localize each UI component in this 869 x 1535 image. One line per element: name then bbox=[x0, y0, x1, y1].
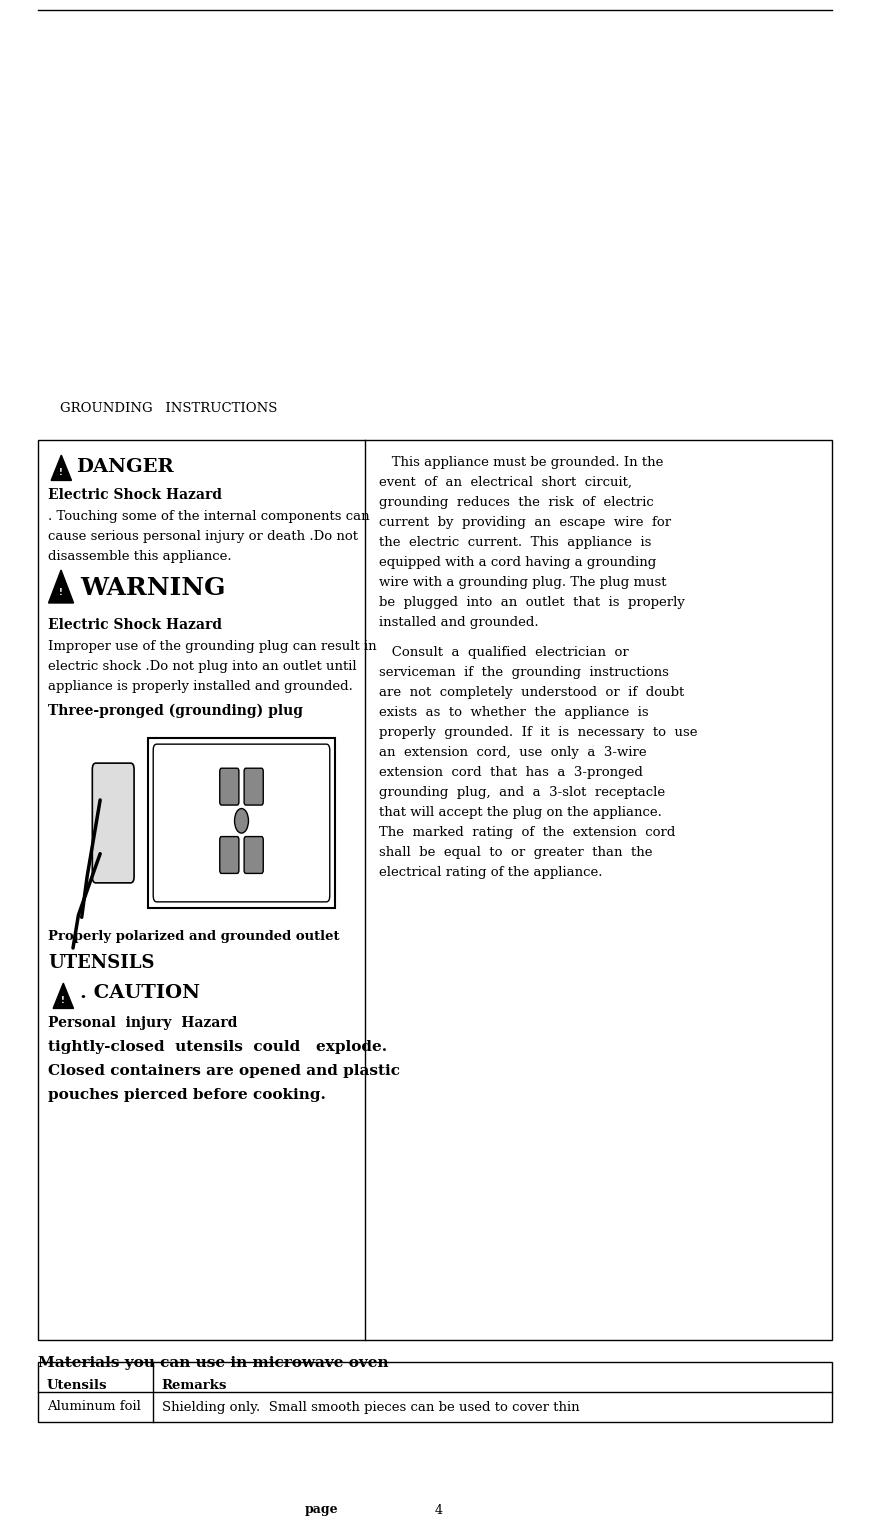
Text: installed and grounded.: installed and grounded. bbox=[379, 616, 538, 629]
FancyBboxPatch shape bbox=[153, 744, 329, 903]
Text: that will accept the plug on the appliance.: that will accept the plug on the applian… bbox=[379, 806, 661, 820]
Text: . Touching some of the internal components can: . Touching some of the internal componen… bbox=[48, 510, 369, 523]
FancyBboxPatch shape bbox=[220, 768, 239, 804]
FancyBboxPatch shape bbox=[92, 763, 134, 883]
Text: !: ! bbox=[59, 468, 63, 477]
Text: Improper use of the grounding plug can result in: Improper use of the grounding plug can r… bbox=[48, 640, 376, 652]
Text: equipped with a cord having a grounding: equipped with a cord having a grounding bbox=[379, 556, 655, 569]
FancyBboxPatch shape bbox=[244, 768, 263, 804]
Text: Electric Shock Hazard: Electric Shock Hazard bbox=[48, 488, 222, 502]
Text: Utensils: Utensils bbox=[47, 1380, 107, 1392]
Text: Personal  injury  Hazard: Personal injury Hazard bbox=[48, 1016, 237, 1030]
Text: event  of  an  electrical  short  circuit,: event of an electrical short circuit, bbox=[379, 476, 631, 490]
Text: WARNING: WARNING bbox=[80, 576, 225, 600]
Text: Remarks: Remarks bbox=[162, 1380, 227, 1392]
Text: appliance is properly installed and grounded.: appliance is properly installed and grou… bbox=[48, 680, 353, 692]
Text: Properly polarized and grounded outlet: Properly polarized and grounded outlet bbox=[48, 930, 339, 942]
Text: shall  be  equal  to  or  greater  than  the: shall be equal to or greater than the bbox=[379, 846, 652, 860]
Text: pouches pierced before cooking.: pouches pierced before cooking. bbox=[48, 1088, 326, 1102]
Text: DANGER: DANGER bbox=[76, 457, 174, 476]
FancyBboxPatch shape bbox=[148, 738, 335, 909]
Text: The  marked  rating  of  the  extension  cord: The marked rating of the extension cord bbox=[379, 826, 674, 840]
FancyBboxPatch shape bbox=[38, 1362, 831, 1421]
Text: Three-pronged (grounding) plug: Three-pronged (grounding) plug bbox=[48, 705, 302, 718]
Text: GROUNDING   INSTRUCTIONS: GROUNDING INSTRUCTIONS bbox=[60, 402, 277, 414]
Text: are  not  completely  understood  or  if  doubt: are not completely understood or if doub… bbox=[379, 686, 683, 698]
Text: !: ! bbox=[62, 996, 65, 1005]
Text: !: ! bbox=[59, 588, 63, 597]
Text: Electric Shock Hazard: Electric Shock Hazard bbox=[48, 619, 222, 632]
Text: properly  grounded.  If  it  is  necessary  to  use: properly grounded. If it is necessary to… bbox=[379, 726, 697, 738]
Text: 4: 4 bbox=[434, 1503, 442, 1517]
Text: exists  as  to  whether  the  appliance  is: exists as to whether the appliance is bbox=[379, 706, 648, 718]
Text: UTENSILS: UTENSILS bbox=[48, 953, 155, 972]
Text: serviceman  if  the  grounding  instructions: serviceman if the grounding instructions bbox=[379, 666, 668, 678]
Text: Aluminum foil: Aluminum foil bbox=[47, 1400, 141, 1414]
Polygon shape bbox=[51, 454, 71, 480]
Text: Closed containers are opened and plastic: Closed containers are opened and plastic bbox=[48, 1064, 400, 1078]
Text: tightly-closed  utensils  could   explode.: tightly-closed utensils could explode. bbox=[48, 1041, 387, 1055]
Text: Shielding only.  Small smooth pieces can be used to cover thin: Shielding only. Small smooth pieces can … bbox=[162, 1400, 579, 1414]
Text: be  plugged  into  an  outlet  that  is  properly: be plugged into an outlet that is proper… bbox=[379, 596, 684, 609]
Polygon shape bbox=[53, 982, 73, 1008]
Text: electrical rating of the appliance.: electrical rating of the appliance. bbox=[379, 866, 602, 880]
Text: extension  cord  that  has  a  3-pronged: extension cord that has a 3-pronged bbox=[379, 766, 642, 778]
Text: page: page bbox=[305, 1503, 338, 1517]
Circle shape bbox=[235, 809, 249, 834]
Text: an  extension  cord,  use  only  a  3-wire: an extension cord, use only a 3-wire bbox=[379, 746, 646, 758]
Text: . CAUTION: . CAUTION bbox=[80, 984, 200, 1002]
Text: Materials you can use in microwave oven: Materials you can use in microwave oven bbox=[38, 1355, 388, 1371]
FancyBboxPatch shape bbox=[244, 837, 263, 873]
Text: current  by  providing  an  escape  wire  for: current by providing an escape wire for bbox=[379, 516, 670, 530]
Text: the  electric  current.  This  appliance  is: the electric current. This appliance is bbox=[379, 536, 651, 550]
FancyBboxPatch shape bbox=[220, 837, 239, 873]
Text: grounding  plug,  and  a  3-slot  receptacle: grounding plug, and a 3-slot receptacle bbox=[379, 786, 665, 800]
FancyBboxPatch shape bbox=[38, 441, 831, 1340]
Text: disassemble this appliance.: disassemble this appliance. bbox=[48, 550, 231, 563]
Text: electric shock .Do not plug into an outlet until: electric shock .Do not plug into an outl… bbox=[48, 660, 356, 672]
Text: cause serious personal injury or death .Do not: cause serious personal injury or death .… bbox=[48, 530, 357, 543]
Text: This appliance must be grounded. In the: This appliance must be grounded. In the bbox=[379, 456, 663, 470]
Text: Consult  a  qualified  electrician  or: Consult a qualified electrician or bbox=[379, 646, 628, 659]
Text: wire with a grounding plug. The plug must: wire with a grounding plug. The plug mus… bbox=[379, 576, 666, 589]
Text: grounding  reduces  the  risk  of  electric: grounding reduces the risk of electric bbox=[379, 496, 653, 510]
Polygon shape bbox=[49, 569, 74, 603]
